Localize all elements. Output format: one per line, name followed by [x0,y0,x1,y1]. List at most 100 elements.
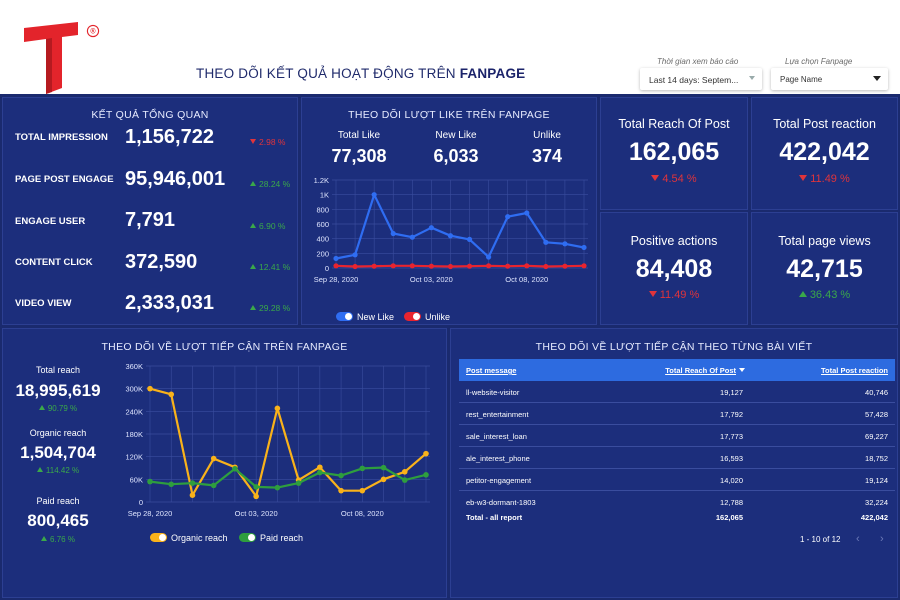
arrow-up-icon [250,305,256,310]
data-point[interactable] [380,464,387,471]
data-point[interactable] [168,391,175,398]
cell-post-message: sale_interest_loan [466,432,527,441]
data-point[interactable] [317,464,323,471]
likes-stat-value: 374 [531,146,563,166]
table-row[interactable]: rest_entertainment 17,792 57,428 [459,403,895,425]
likes-panel: THEO DÕI LƯỢT LIKE TRÊN FANPAGE Total Li… [301,97,597,325]
data-point[interactable] [423,450,429,457]
x-tick-label: Oct 08, 2020 [505,275,548,284]
data-point[interactable] [390,263,396,269]
data-point[interactable] [371,263,377,269]
data-point[interactable] [147,385,153,392]
reach-stat-label: Total reach [35,365,81,375]
data-point[interactable] [253,493,259,500]
table-row[interactable]: ll-website-visitor 19,127 40,746 [459,381,895,403]
kpi-label: VIDEO VIEW [15,298,72,309]
data-point[interactable] [524,210,530,216]
cell-total-reach: 17,792 [720,410,743,419]
registered-mark: ® [86,24,100,38]
data-point[interactable] [274,484,281,491]
data-point[interactable] [428,225,434,231]
data-point[interactable] [409,263,415,269]
legend-unlike[interactable]: Unlike [404,312,450,322]
data-point[interactable] [189,480,196,486]
data-point[interactable] [380,476,387,483]
data-point[interactable] [359,465,366,472]
reach-stat-label: Paid reach [36,496,80,506]
date-filter-label: Thời gian xem báo cáo [657,57,739,66]
prev-page-button[interactable]: ‹ [856,533,860,545]
data-point[interactable] [232,465,238,472]
card-delta-text: 4.54 % [662,173,697,185]
data-point[interactable] [333,255,339,262]
data-point[interactable] [428,263,434,269]
data-point[interactable] [543,263,549,270]
data-point[interactable] [486,254,492,260]
data-point[interactable] [447,233,454,239]
data-point[interactable] [168,481,175,488]
toggle-icon [336,312,353,321]
data-point[interactable] [409,234,415,240]
legend-label: Paid reach [260,533,304,543]
x-tick-label: Oct 03, 2020 [410,275,453,284]
card-title: Positive actions [630,234,718,248]
cell-post-message: rest_entertainment [466,410,529,419]
table-row[interactable]: ale_interest_phone 16,593 18,752 [459,447,895,469]
data-point[interactable] [359,487,366,494]
table-row[interactable]: sale_interest_loan 17,773 69,227 [459,425,895,447]
data-point[interactable] [338,472,344,479]
data-point[interactable] [210,482,217,489]
data-point[interactable] [317,469,323,476]
data-point[interactable] [352,263,358,270]
data-point[interactable] [524,263,530,269]
data-point[interactable] [352,252,358,258]
data-point[interactable] [486,263,492,269]
data-point[interactable] [581,263,587,269]
data-point[interactable] [295,480,302,486]
data-point[interactable] [210,455,217,462]
data-point[interactable] [505,214,511,220]
legend-organic-reach[interactable]: Organic reach [150,533,228,543]
data-point[interactable] [466,263,473,269]
table-row[interactable]: petitor-engagement 14,020 19,124 [459,469,895,491]
data-point[interactable] [562,241,568,247]
kpi-delta-text: 6.90 % [259,221,286,231]
data-point[interactable] [333,263,339,269]
kpi-card: Total Post reaction 422,042 11.49 % [751,97,898,210]
data-point[interactable] [147,478,153,485]
legend-paid-reach[interactable]: Paid reach [239,533,303,543]
data-point[interactable] [189,492,196,498]
data-point[interactable] [543,239,549,245]
data-point[interactable] [447,263,454,270]
data-point[interactable] [423,472,429,478]
data-point[interactable] [274,405,281,412]
legend-label: Unlike [425,312,451,322]
data-point[interactable] [338,487,344,494]
kpi-label: PAGE POST ENGAGE [15,174,114,185]
data-point[interactable] [505,263,511,269]
arrow-down-icon [250,139,256,144]
x-tick-label: Oct 03, 2020 [235,509,278,518]
data-point[interactable] [466,236,473,242]
card-delta: 36.43 % [752,289,897,301]
y-tick-label: 200 [316,249,329,258]
data-point[interactable] [581,244,587,251]
data-point[interactable] [562,263,568,269]
next-page-button[interactable]: › [880,533,884,545]
col-header-total-reaction[interactable]: Total Post reaction [821,366,888,375]
col-header-total-reach[interactable]: Total Reach Of Post [665,366,745,375]
kpi-delta: 28.24 % [250,179,290,189]
table-row[interactable]: eb-w3-dormant-1803 12,788 32,224 [459,491,895,513]
data-point[interactable] [401,477,408,483]
card-value: 162,065 [628,138,720,166]
posts-table-title: THEO DÕI VỀ LƯỢT TIẾP CẬN THEO TỪNG BÀI … [535,341,813,353]
data-point[interactable] [371,192,377,198]
fanpage-select[interactable]: Page Name [771,68,888,90]
data-point[interactable] [253,484,259,490]
date-range-select[interactable]: Last 14 days: Septem... [640,68,762,90]
data-point[interactable] [390,230,396,237]
data-point[interactable] [401,468,408,475]
col-header-post-message[interactable]: Post message [466,366,517,375]
legend-new-like[interactable]: New Like [336,312,394,322]
page-title-bold: FANPAGE [459,66,526,81]
